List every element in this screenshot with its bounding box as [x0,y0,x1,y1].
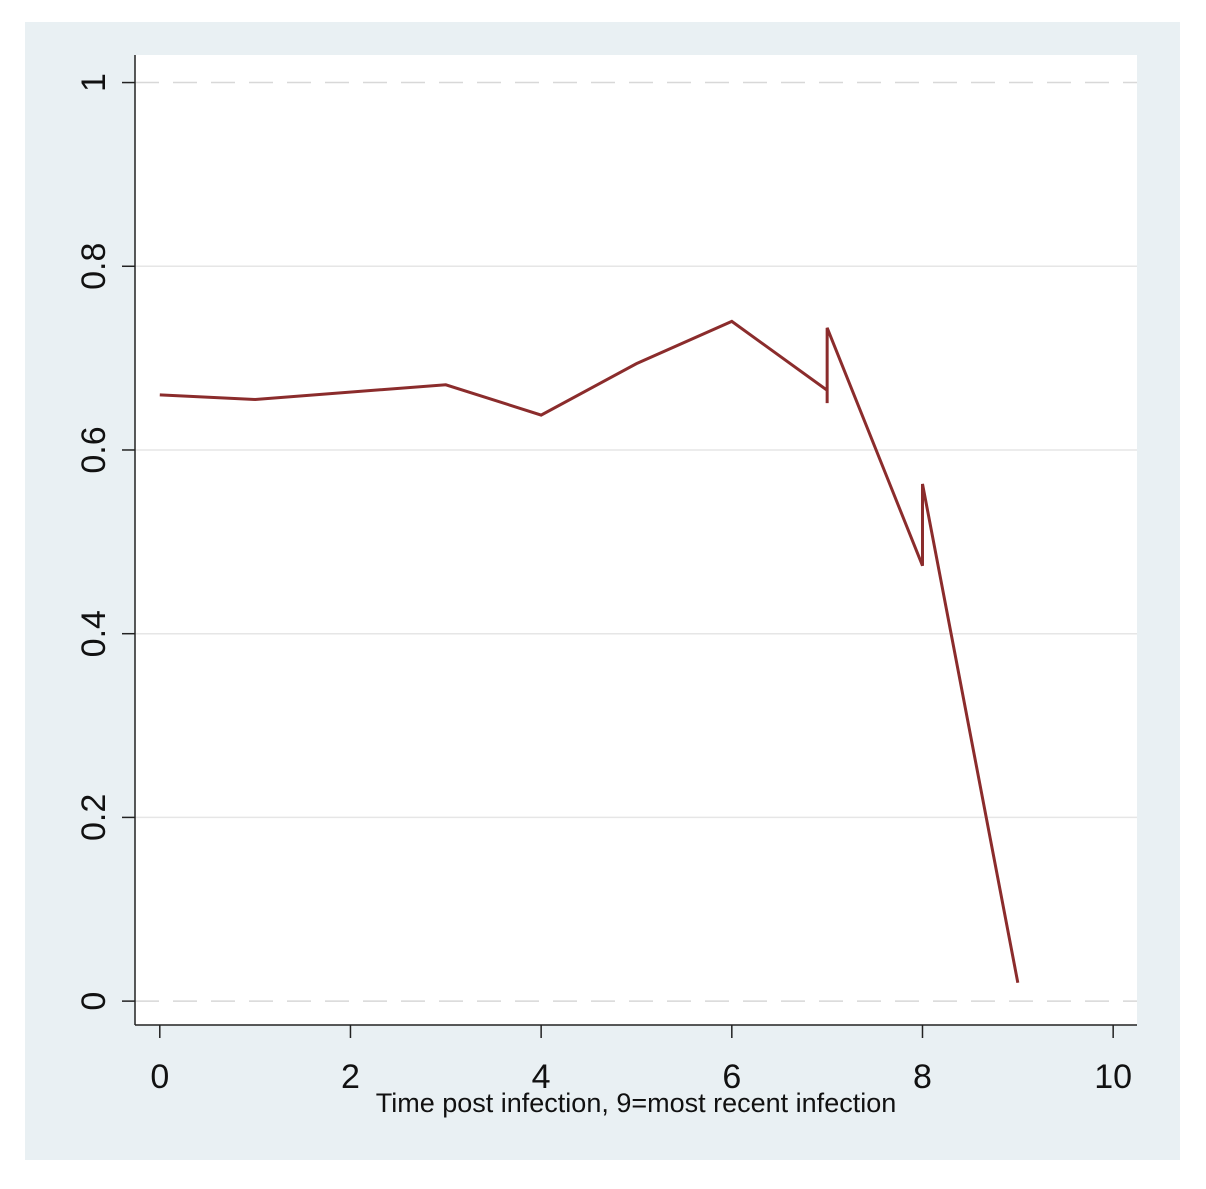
y-tick-label: 0 [75,992,113,1011]
plot-area [135,55,1137,1025]
x-tick-label: 10 [1094,1058,1132,1096]
data-line [159,319,1020,984]
y-tick-label: 1 [75,73,113,92]
x-tick-label: 2 [341,1058,360,1096]
y-tick-label: 0.6 [75,426,113,473]
x-axis-label: Time post infection, 9=most recent infec… [376,1088,897,1118]
x-tick-label: 6 [722,1058,741,1096]
x-tick-label: 8 [913,1058,932,1096]
x-tick-label: 0 [150,1058,169,1096]
y-tick-label: 0.8 [75,243,113,290]
x-tick-label: 4 [532,1058,551,1096]
y-tick-label: 0.2 [75,794,113,841]
y-tick-label: 0.4 [75,610,113,657]
